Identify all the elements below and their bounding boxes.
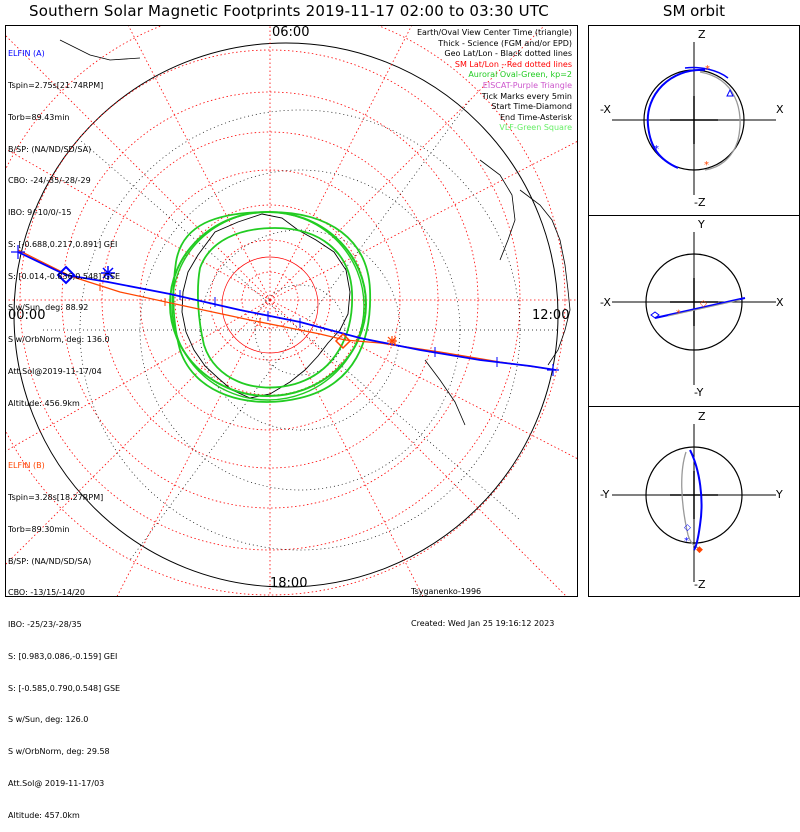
panel3-left-label: -Y [600,488,610,501]
legend-entry: Start Time-Diamond [491,102,572,112]
elfin-b-name: ELFIN (B) [8,461,45,471]
footprint-panel-frame [5,25,578,597]
elfin-b-line: IBO: -25/23/-28/35 [8,620,82,630]
panel2-right-label: X [776,296,784,309]
elfin-a-name: ELFIN (A) [8,49,45,59]
panel1-top-label: Z [698,28,706,41]
coastline-fragment [424,359,466,426]
footprint-polar-map [6,26,577,596]
svg-text:*: * [684,536,689,547]
panel2-left-label: -X [600,296,611,309]
sm-orbit-title: SM orbit [662,2,726,20]
legend-entry: Thick - Science (FGM and/or EPD) [438,38,572,48]
svg-text:*: * [654,144,659,155]
elfin-b-track [17,249,557,371]
elfin-b-line: CBO: -13/15/-14/20 [8,588,85,598]
panel3-bottom-label: -Z [694,578,706,591]
elfin-b-line: Torb=89.30min [8,524,70,534]
south-america-coastline [519,189,571,366]
elfin-b-line: S w/OrbNorm, deg: 29.58 [8,747,110,757]
elfin-a-line: CBO: -24/-35/-28/-29 [8,176,91,186]
elfin-a-start-diamond [56,265,76,285]
legend-entry: Earth/Oval View Center Time (triangle) [416,28,572,37]
panel1-right-label: X [776,103,784,116]
elfin-b-line: S w/Sun, deg: 126.0 [8,715,89,725]
auroral-oval-mid [197,227,353,389]
svg-text:◇: ◇ [684,523,691,533]
legend-entry: SM Lat/Lon - Red dotted lines [454,59,572,69]
geo-longitude-grid [40,99,560,561]
svg-text:*: * [676,309,681,319]
legend-entry: End Time-Asterisk [499,112,572,122]
elfin-b-line: Tspin=3.28s[18.27RPM] [8,492,104,502]
legend-entry: Tick Marks every 5min [481,91,572,101]
coastline-fragment [479,159,516,261]
elfin-a-tick-marks [179,290,498,367]
elfin-b-line: Att.Sol@ 2019-11-17/03 [8,779,105,788]
polar-boundary-circle [13,42,559,588]
antarctica-coastline [181,213,351,399]
auroral-oval-outer [172,211,372,403]
elfin-a-start-cross [11,245,25,259]
elfin-a-line: IBO: 9/-10/0/-15 [8,208,72,218]
elfin-a-line: S w/Sun, deg: 88.92 [8,303,89,313]
elfin-a-end-cross [547,364,559,376]
time-label-bottom: 18:00 [270,576,308,591]
elfin-a-end-asterisk [101,266,115,280]
plot-title: Southern Solar Magnetic Footprints 2019-… [29,2,549,20]
legend-entry: EISCAT-Purple Triangle [482,80,572,90]
elfin-a-line: S w/OrbNorm, deg: 136.0 [8,335,110,345]
model-credit: Tsyganenko-1996 [411,587,482,597]
panel1-bottom-label: -Z [694,196,706,209]
elfin-b-line: B/SP: (NA/ND/SD/SA) [8,556,92,566]
time-label-right: 12:00 [532,308,570,323]
legend-entry: Auroral Oval-Green, kp=2 [468,70,572,80]
svg-text:◇: ◇ [700,299,707,309]
sm-orbit-plots: * * * ◇ * ◇ * ◆ [612,42,776,582]
legend: Earth/Oval View Center Time (triangle) Th… [417,28,572,134]
sm-panel-xy: ◇ * [612,232,776,385]
panel3-top-label: Z [698,410,706,423]
elfin-b-start-diamond [334,332,352,350]
elfin-b-line: S: [0.983,0.086,-0.159] GEI [8,651,118,661]
legend-entry: Geo Lat/Lon - Black dotted lines [444,49,572,59]
svg-text:◆: ◆ [696,545,703,555]
sm-panel-yz: ◇ * ◆ [612,424,776,582]
elfin-a-line: Tspin=2.75s[21.74RPM] [8,80,104,90]
sm-panel-divider [588,406,800,407]
panel2-bottom-label: -Y [694,386,704,399]
panel3-right-label: Y [776,488,783,501]
panel2-top-label: Y [698,218,705,231]
svg-text:*: * [704,160,709,171]
elfin-a-line: Altitude: 456.9km [8,398,80,408]
created-timestamp: Created: Wed Jan 25 19:16:12 2023 [411,618,555,628]
elfin-b-line: S: [-0.585,0.790,0.548] GSE [8,683,121,693]
elfin-a-line: B/SP: (NA/ND/SD/SA) [8,144,92,154]
time-label-top: 06:00 [272,25,310,40]
svg-text:*: * [705,64,710,75]
panel1-left-label: -X [600,103,611,116]
elfin-b-line: Altitude: 457.0km [8,810,80,820]
elfin-a-info: ELFIN (A) Tspin=2.75s[21.74RPM] Torb=89.… [8,28,120,420]
elfin-a-line: Torb=89.43min [8,112,70,122]
time-label-left: 00:00 [8,308,46,323]
elfin-a-line: S: [-0.688,0.217,0.891] GEI [8,239,118,249]
elfin-a-line: Att.Sol@2019-11-17/04 [8,367,102,376]
coastline-fragment [59,39,141,61]
legend-entry: VLF-Green Square [499,123,572,133]
sm-panel-divider [588,215,800,216]
sm-panel-xz: * * * [612,42,776,195]
elfin-a-line: S: [0.014,-0.836,0.548] GSE [8,271,121,281]
elfin-b-end-asterisk [387,336,397,346]
